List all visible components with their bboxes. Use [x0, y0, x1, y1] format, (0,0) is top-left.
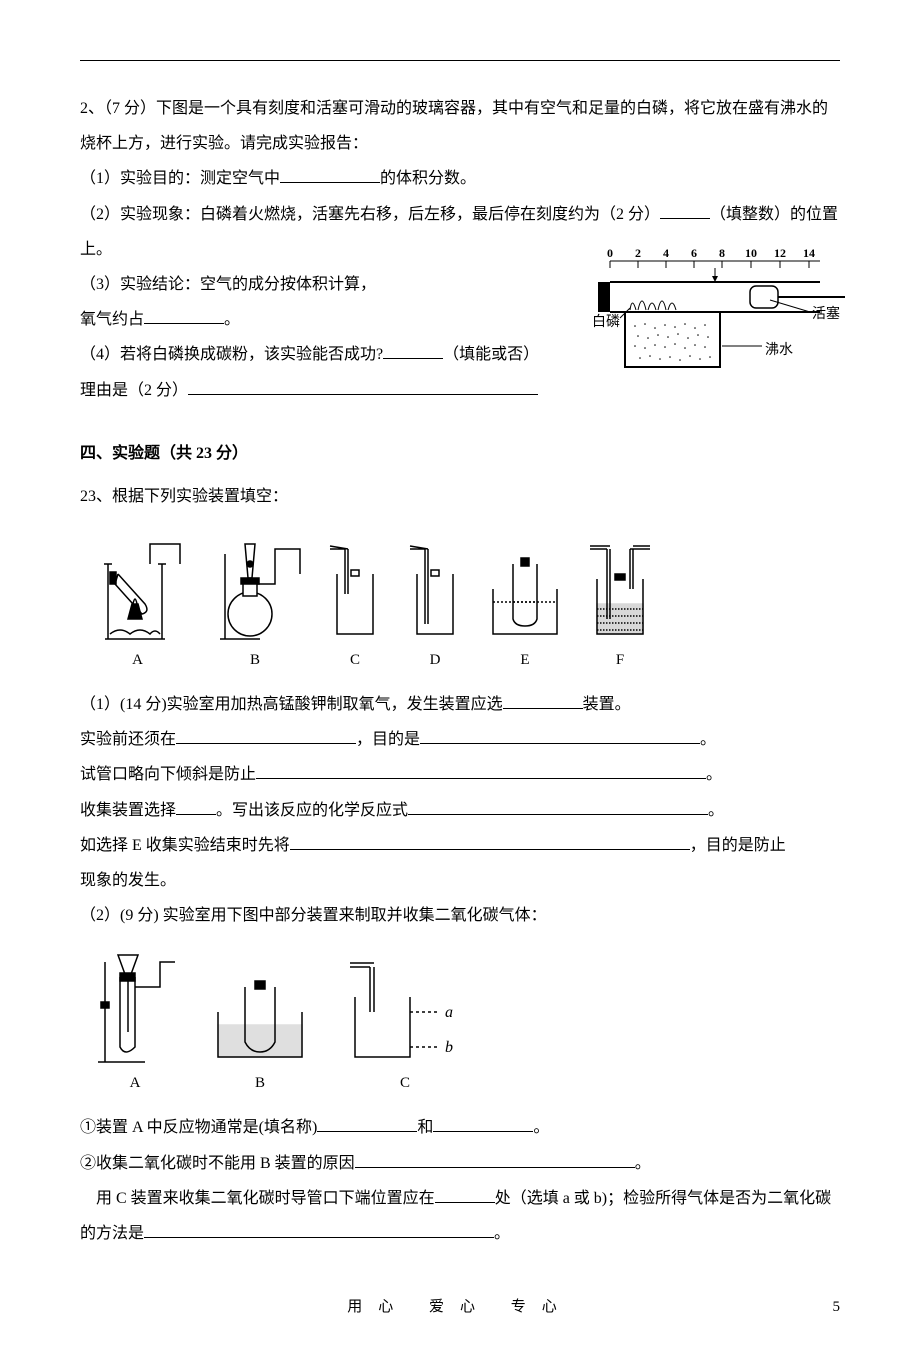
apparatus-b: B	[205, 534, 305, 677]
svg-text:a: a	[445, 1004, 453, 1021]
blank-field	[188, 394, 538, 395]
blank-field	[290, 849, 690, 850]
apparatus-c: C	[325, 534, 385, 677]
q2-part1: （1）实验目的：测定空气中的体积分数。	[80, 161, 840, 196]
q2-part4: （4）若将白磷换成碳粉，该实验能否成功?（填能或否）	[80, 337, 590, 372]
q2-part3-line1: （3）实验结论：空气的成分按体积计算，	[80, 267, 590, 302]
svg-text:沸水: 沸水	[765, 342, 793, 358]
blank-field	[383, 358, 443, 359]
svg-text:8: 8	[719, 246, 725, 260]
svg-text:12: 12	[774, 246, 786, 260]
blank-field	[435, 1202, 495, 1203]
blank-field	[144, 1237, 494, 1238]
q23-p2-2: ②收集二氧化碳时不能用 B 装置的原因。	[80, 1146, 840, 1181]
page-footer: 用心 爱心 专心 5	[80, 1291, 840, 1324]
q23-p1-l4: 收集装置选择。写出该反应的化学反应式。	[80, 793, 840, 828]
svg-text:6: 6	[691, 246, 697, 260]
q23-p2-intro: （2）(9 分) 实验室用下图中部分装置来制取并收集二氧化碳气体：	[80, 898, 840, 933]
q23-p1-l3: 试管口略向下倾斜是防止。	[80, 757, 840, 792]
question-23: 23、根据下列实验装置填空：	[80, 479, 840, 1251]
q23-p1-l5: 如选择 E 收集实验结束时先将，目的是防止	[80, 828, 840, 863]
blank-field	[256, 778, 706, 779]
q23-p2-1: ①装置 A 中反应物通常是(填名称)和。	[80, 1110, 840, 1145]
blank-field	[433, 1131, 533, 1132]
blank-field	[317, 1131, 417, 1132]
apparatus-row-2: A B a	[90, 947, 840, 1100]
apparatus-2a: A	[90, 947, 180, 1100]
blank-field	[660, 218, 710, 219]
blank-field	[144, 323, 224, 324]
q2-part3-line2: 氧气约占。	[80, 302, 590, 337]
section-4-title: 四、实验题（共 23 分）	[80, 436, 840, 471]
svg-text:0: 0	[607, 246, 613, 260]
blank-field	[420, 743, 700, 744]
svg-text:14: 14	[803, 246, 815, 260]
apparatus-d: D	[405, 534, 465, 677]
question-2: 2、（7 分）下图是一个具有刻度和活塞可滑动的玻璃容器，其中有空气和足量的白磷，…	[80, 91, 840, 408]
apparatus-2b: B	[210, 947, 310, 1100]
q23-p2-3: 用 C 装置来收集二氧化碳时导管口下端位置应在处（选填 a 或 b)；检验所得气…	[80, 1181, 840, 1251]
q23-intro: 23、根据下列实验装置填空：	[80, 479, 840, 514]
apparatus-row-1: A B	[90, 534, 840, 677]
svg-text:b: b	[445, 1039, 453, 1056]
q23-p1-l6: 现象的发生。	[80, 863, 840, 898]
q23-p1-l1: （1）(14 分)实验室用加热高锰酸钾制取氧气，发生装置应选装置。	[80, 687, 840, 722]
apparatus-f: F	[585, 534, 655, 677]
blank-field	[355, 1167, 635, 1168]
svg-text:活塞: 活塞	[812, 305, 840, 322]
apparatus-a: A	[90, 534, 185, 677]
q23-p1-l2: 实验前还须在，目的是。	[80, 722, 840, 757]
blank-field	[280, 182, 380, 183]
apparatus-2c: a b C	[340, 947, 470, 1100]
svg-text:4: 4	[663, 246, 669, 260]
page-number: 5	[833, 1291, 841, 1324]
blank-field	[503, 708, 583, 709]
apparatus-e: E	[485, 534, 565, 677]
blank-field	[176, 814, 216, 815]
svg-text:2: 2	[635, 246, 641, 260]
svg-text:白磷: 白磷	[592, 314, 620, 330]
q2-intro: 2、（7 分）下图是一个具有刻度和活塞可滑动的玻璃容器，其中有空气和足量的白磷，…	[80, 91, 840, 161]
blank-field	[408, 814, 708, 815]
blank-field	[176, 743, 356, 744]
q2-figure: 0 2 4 6 8 10 12 14	[590, 246, 850, 386]
svg-text:10: 10	[745, 246, 757, 260]
